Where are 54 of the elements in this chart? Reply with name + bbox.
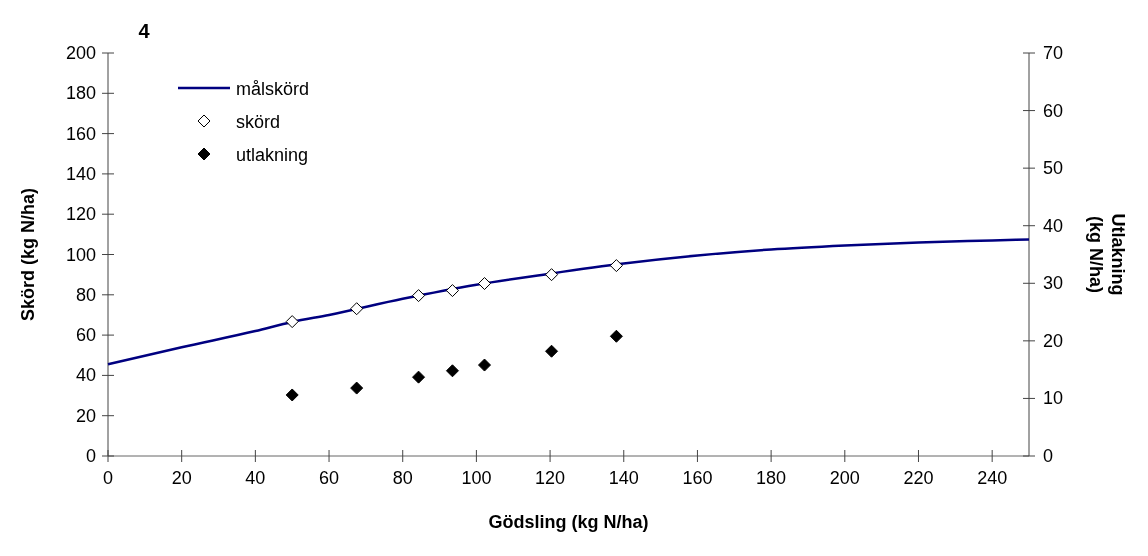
y2-tick-label: 50: [1043, 158, 1064, 179]
y-tick-label: 180: [65, 83, 96, 104]
legend-label: målskörd: [236, 79, 310, 99]
x-axis-title: Gödsling (kg N/ha): [488, 512, 649, 532]
y-tick-label: 100: [65, 244, 96, 265]
point: [545, 344, 559, 358]
x-tick-label: 140: [608, 468, 639, 488]
point: [545, 268, 559, 282]
y-axis-title: Skörd (kg N/ha): [18, 187, 38, 322]
legend-label: utlakning: [236, 145, 309, 165]
chart-title: 4: [138, 20, 151, 42]
y2-tick-label: 0: [1043, 446, 1054, 466]
x-tick-label: 240: [977, 468, 1008, 488]
x-tick-label: 120: [535, 468, 566, 488]
point: [609, 329, 623, 343]
y-tick-label: 80: [75, 284, 96, 305]
x-tick-label: 0: [102, 468, 114, 488]
point: [350, 381, 364, 395]
y2-axis-title: Utlakning (kg N/ha): [1086, 213, 1128, 296]
y-tick-label: 0: [85, 446, 96, 466]
y2-tick-label: 70: [1043, 43, 1064, 63]
y2-tick-label: 20: [1043, 330, 1064, 351]
point: [609, 259, 623, 273]
point: [285, 388, 299, 402]
x-tick-label: 200: [829, 468, 860, 488]
y-tick-label: 20: [75, 405, 96, 426]
line-series: [106, 238, 1031, 366]
x-tick-label: 180: [756, 468, 787, 488]
x-tick-label: 20: [171, 468, 192, 488]
point: [412, 289, 426, 303]
x-tick-label: 80: [392, 468, 413, 488]
point: [445, 284, 459, 298]
y2-tick-label: 30: [1043, 273, 1064, 294]
point: [412, 370, 426, 384]
y-tick-label: 140: [65, 163, 96, 184]
y-tick-label: 200: [65, 43, 96, 63]
point: [478, 358, 491, 372]
point: [478, 277, 491, 291]
x-tick-label: 160: [682, 468, 713, 488]
y2-tick-label: 60: [1043, 100, 1064, 121]
point: [445, 364, 459, 378]
y-tick-label: 40: [75, 365, 96, 386]
point: [285, 315, 299, 329]
legend-label: skörd: [236, 112, 281, 132]
y-tick-label: 120: [65, 204, 96, 225]
point: [350, 302, 364, 316]
y2-tick-label: 10: [1043, 388, 1064, 409]
y-tick-label: 60: [75, 325, 96, 346]
x-tick-label: 60: [319, 468, 340, 488]
x-tick-label: 40: [245, 468, 266, 488]
x-tick-label: 220: [903, 468, 934, 488]
y2-tick-label: 40: [1043, 215, 1064, 236]
y-tick-label: 160: [65, 123, 96, 144]
x-tick-label: 100: [461, 468, 492, 488]
